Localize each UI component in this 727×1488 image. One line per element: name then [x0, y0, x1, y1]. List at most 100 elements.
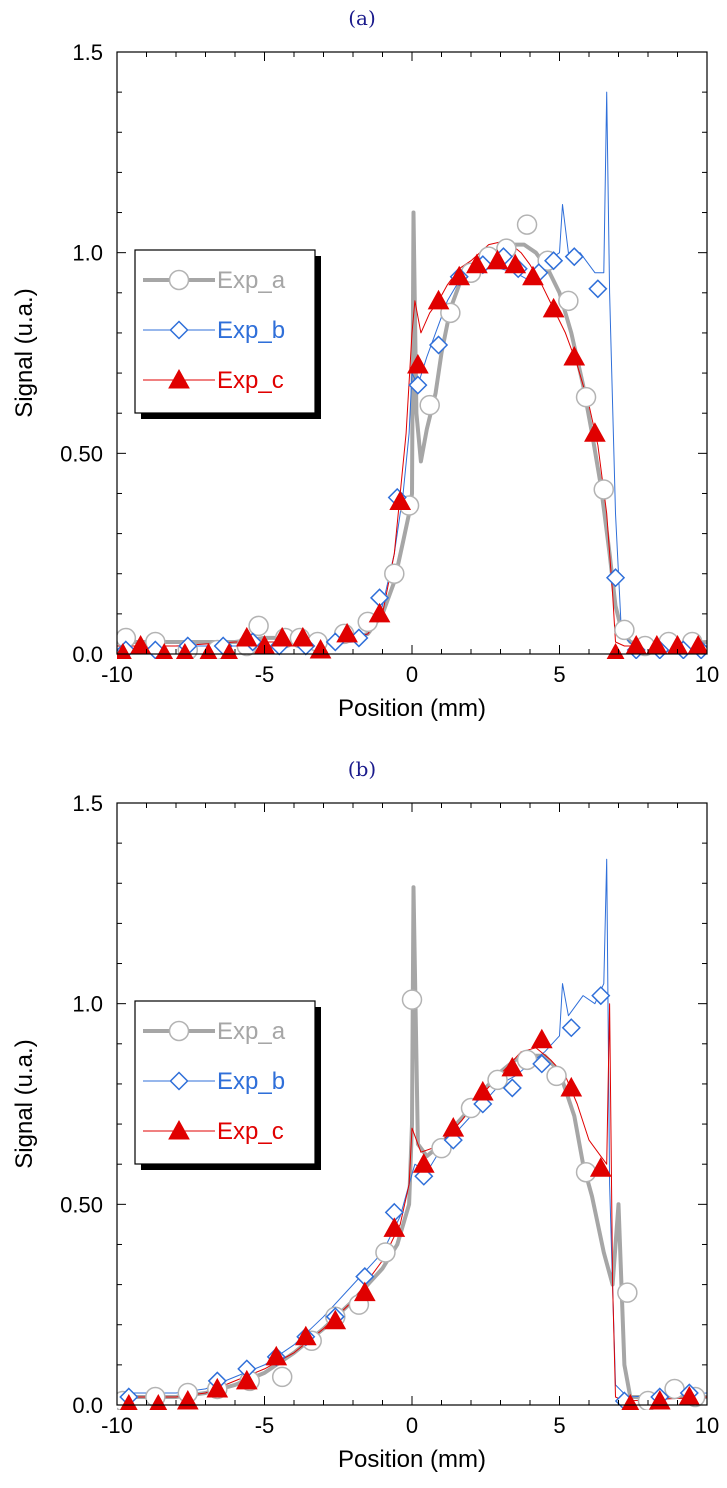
legend-box [134, 249, 316, 414]
x-tick-label: 0 [406, 662, 418, 687]
data-point [542, 297, 565, 318]
data-point [155, 642, 174, 659]
data-point [271, 626, 294, 647]
data-point [383, 1217, 406, 1237]
data-point [593, 479, 614, 500]
y-tick-label: 1.5 [72, 40, 103, 65]
data-point [516, 1049, 538, 1071]
y-tick-label: 0.0 [72, 642, 103, 667]
data-point [546, 1065, 567, 1087]
legend-item-exp-b: Exp_b [143, 1068, 285, 1095]
panel-label: (a) [348, 6, 376, 30]
data-point [614, 619, 635, 641]
data-point [605, 568, 626, 588]
data-point [175, 642, 194, 659]
data-point [558, 290, 579, 312]
legend-marker [168, 269, 190, 291]
y-axis-title: Signal (u.a.) [11, 1039, 38, 1168]
data-point [544, 251, 564, 271]
data-point [407, 354, 429, 374]
legend-item-exp-c: Exp_c [143, 367, 284, 394]
legend-label: Exp_a [217, 267, 286, 294]
legend-label: Exp_b [217, 1068, 285, 1095]
x-tick-label: 5 [553, 662, 565, 687]
data-point [589, 1157, 612, 1177]
legend-marker [169, 1071, 189, 1091]
data-point [606, 642, 625, 659]
y-tick-label: 1.0 [72, 241, 103, 266]
data-point [563, 345, 586, 366]
y-axis-title: Signal (u.a.) [11, 288, 38, 417]
data-point [584, 422, 606, 442]
legend-marker [168, 1119, 190, 1140]
legend-marker [168, 1020, 190, 1042]
legend-item-exp-a: Exp_a [143, 267, 286, 294]
legend-label: Exp_c [217, 1118, 284, 1145]
x-axis-title: Position (mm) [338, 1446, 486, 1473]
data-point [575, 386, 597, 408]
legend-label: Exp_c [217, 367, 284, 394]
x-tick-label: 0 [406, 1413, 418, 1438]
data-point [220, 642, 239, 659]
plot-area [117, 858, 707, 1410]
x-tick-label: 10 [695, 1413, 719, 1438]
data-point [504, 253, 527, 274]
legend: Exp_a Exp_b Exp_c [134, 249, 321, 419]
data-point [294, 1325, 317, 1346]
chart-panel-a: (a) -10 -5 0 5 10 0.0 0.50 1.0 1.5 Position (mm) Si… [11, 6, 719, 722]
panel-label: (b) [348, 757, 376, 781]
data-point [408, 375, 428, 395]
y-tick-label: 1.5 [72, 791, 103, 816]
x-tick-label: -10 [101, 1413, 133, 1438]
data-point [117, 642, 132, 659]
x-tick-label: -10 [101, 662, 133, 687]
data-point [336, 622, 358, 643]
data-point [588, 279, 608, 299]
y-tick-label: 0.50 [60, 1192, 103, 1217]
data-point [149, 1393, 168, 1410]
data-point [235, 626, 258, 647]
data-point [471, 1080, 494, 1101]
data-point [119, 1393, 138, 1410]
legend-item-exp-b: Exp_b [143, 317, 285, 344]
data-point [530, 1028, 553, 1049]
ticks [116, 802, 708, 1406]
y-tick-label: 1.0 [72, 992, 103, 1017]
data-point [324, 1309, 347, 1330]
data-point [428, 335, 449, 355]
ticks [116, 51, 708, 655]
data-point [617, 1282, 638, 1303]
data-point [412, 1153, 435, 1173]
legend-marker [168, 368, 190, 389]
data-point [353, 1281, 376, 1302]
x-tick-label: 10 [695, 662, 719, 687]
data-point [427, 289, 450, 310]
data-point [561, 1018, 581, 1038]
data-point [448, 265, 471, 286]
data-point [375, 1242, 396, 1263]
data-point [516, 214, 538, 235]
x-axis-title: Position (mm) [338, 695, 486, 722]
data-point [501, 1056, 524, 1077]
data-point [292, 626, 314, 647]
legend-item-exp-c: Exp_c [143, 1118, 284, 1145]
x-tick-label: -5 [255, 1413, 275, 1438]
x-tick-label: -5 [255, 662, 275, 687]
data-point [206, 1377, 229, 1398]
legend-item-exp-a: Exp_a [143, 1018, 286, 1045]
data-point [502, 1078, 522, 1098]
y-tick-label: 0.0 [72, 1393, 103, 1418]
data-point [389, 490, 412, 510]
data-point [522, 265, 544, 286]
data-point [486, 249, 509, 270]
data-point [384, 563, 405, 584]
data-point [265, 1345, 288, 1366]
data-point [199, 642, 218, 659]
data-point [564, 247, 584, 267]
legend-label: Exp_b [217, 317, 285, 344]
data-point [591, 986, 611, 1006]
chart-panel-b: (b) -10 -5 0 5 10 0.0 0.50 1.0 1.5 Position (mm) Si… [11, 757, 719, 1473]
data-point [621, 1393, 640, 1410]
legend: Exp_a Exp_b Exp_c [134, 1000, 321, 1170]
